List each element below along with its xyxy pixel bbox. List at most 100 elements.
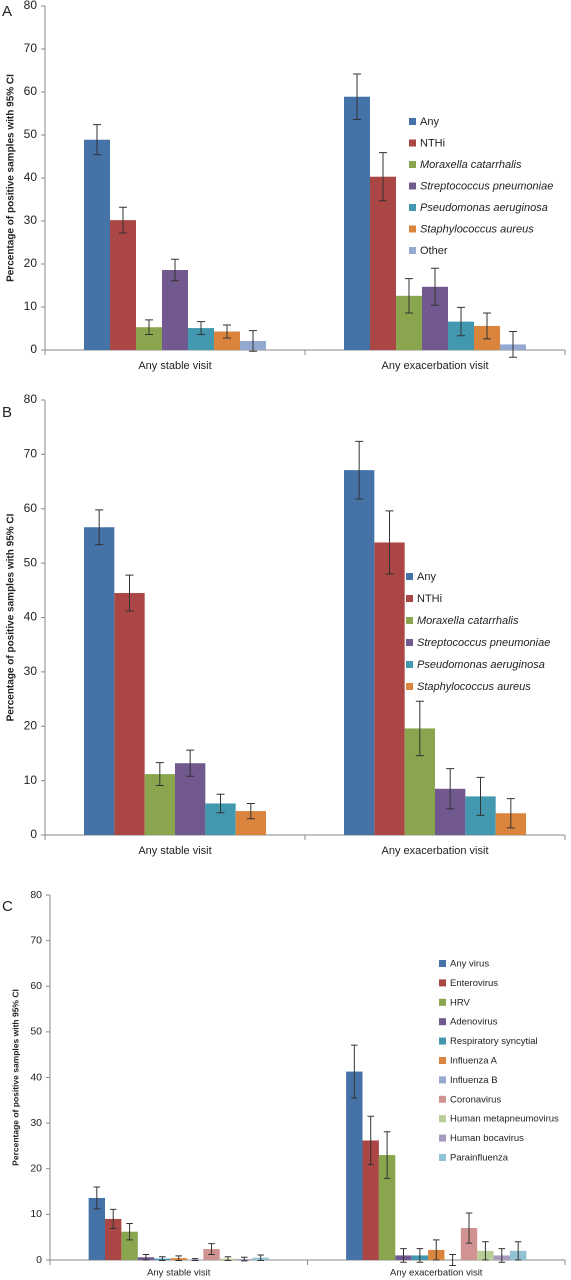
legend-swatch: [439, 1115, 446, 1123]
error-bar: [355, 440, 364, 500]
legend-label: Streptococcus pneumoniae: [417, 637, 550, 649]
error-bar: [197, 321, 205, 336]
y-tick-label: 60: [24, 84, 38, 98]
error-bar: [93, 1186, 101, 1210]
y-tick-label: 50: [24, 555, 38, 569]
x-tick-label: Any stable visit: [147, 1268, 211, 1279]
legend-swatch: [406, 639, 413, 646]
legend-swatch: [409, 182, 416, 190]
error-bar: [208, 1243, 215, 1256]
legend-swatch: [439, 1154, 446, 1161]
legend-swatch: [406, 617, 413, 624]
error-bar: [145, 319, 153, 336]
y-tick-label: 70: [30, 934, 42, 946]
bar: [235, 811, 266, 835]
y-tick-label: 50: [30, 1026, 42, 1038]
x-tick-label: Any exacerbation visit: [382, 845, 489, 857]
error-bar: [223, 324, 231, 339]
y-tick-label: 80: [24, 0, 38, 12]
error-bar: [385, 510, 394, 575]
y-tick-label: 70: [24, 447, 38, 461]
legend-swatch: [439, 1057, 446, 1064]
x-tick-label: Any stable visit: [138, 845, 211, 857]
y-tick-label: 0: [30, 827, 37, 841]
y-tick-label: 40: [30, 1071, 42, 1083]
y-tick-label: 20: [30, 1163, 42, 1175]
legend-swatch: [406, 573, 413, 580]
bar: [346, 1071, 363, 1260]
bar: [136, 327, 162, 350]
y-tick-label: 40: [24, 610, 38, 624]
panel-label: C: [2, 898, 13, 915]
legend-swatch: [439, 960, 446, 967]
legend-swatch: [406, 661, 413, 668]
legend-swatch: [409, 247, 416, 254]
x-tick-label: Any stable visit: [138, 360, 211, 372]
bar: [84, 527, 115, 835]
bar: [214, 331, 240, 350]
error-bar: [446, 768, 455, 810]
bar: [344, 470, 375, 835]
error-bar: [119, 206, 127, 234]
legend-swatch: [406, 595, 413, 602]
y-tick-label: 10: [24, 299, 38, 313]
bar: [344, 96, 370, 350]
error-bar: [353, 73, 361, 121]
bar: [114, 593, 145, 835]
y-tick-label: 60: [24, 501, 38, 515]
legend-label: Respiratory syncytial: [450, 1036, 538, 1047]
y-tick-label: 10: [24, 773, 38, 787]
legend-swatch: [439, 1134, 446, 1142]
error-bar: [186, 749, 195, 777]
error-bar: [257, 1254, 264, 1261]
legend-label: Parainfluenza: [450, 1153, 509, 1164]
error-bar: [159, 1256, 166, 1261]
y-axis-title: Percentage of positive samples with 95% …: [6, 513, 17, 721]
error-bar: [191, 1258, 199, 1261]
legend-label: Staphylococcus aureus: [417, 681, 531, 693]
error-bar: [400, 1248, 407, 1263]
y-tick-label: 80: [24, 392, 38, 406]
error-bar: [241, 1256, 248, 1262]
bar: [105, 1218, 122, 1260]
bar: [460, 1228, 478, 1260]
error-bar: [126, 1223, 133, 1241]
legend-label: Other: [420, 245, 448, 257]
error-bar: [216, 793, 225, 814]
error-bar: [405, 278, 413, 314]
legend-swatch: [409, 161, 416, 168]
legend-label: HRV: [450, 997, 471, 1008]
y-axis-title: Percentage of positive samples with 95% …: [10, 989, 20, 1166]
legend-label: NTHi: [420, 137, 445, 149]
y-tick-label: 50: [24, 127, 38, 141]
error-bar: [171, 258, 179, 282]
x-tick-label: Any exacerbation visit: [382, 360, 489, 372]
legend-swatch: [439, 1018, 446, 1026]
y-tick-label: 30: [30, 1117, 42, 1129]
error-bar: [449, 1254, 456, 1266]
legend-swatch: [439, 998, 446, 1006]
y-tick-label: 60: [30, 980, 42, 992]
bar: [121, 1231, 138, 1260]
legend-label: Streptococcus pneumoniae: [420, 180, 553, 192]
legend-label: Any: [417, 571, 436, 583]
error-bar: [246, 802, 255, 820]
legend-label: Human metapneumovirus: [450, 1114, 559, 1125]
bar: [162, 270, 188, 350]
legend-label: Moraxella catarrhalis: [417, 615, 519, 627]
error-bar: [498, 1248, 506, 1263]
error-bar: [416, 1248, 424, 1263]
bar: [370, 176, 396, 350]
legend-label: Pseudomonas aeruginosa: [420, 202, 548, 214]
error-bar: [465, 1212, 473, 1244]
bar: [188, 328, 214, 350]
error-bar: [431, 267, 439, 306]
error-bar: [155, 762, 164, 787]
error-bar: [95, 509, 104, 546]
bar: [378, 1155, 396, 1260]
error-bar: [125, 574, 134, 612]
legend-label: NTHi: [417, 593, 442, 605]
legend-label: Human bocavirus: [450, 1133, 524, 1144]
legend-swatch: [409, 118, 416, 125]
